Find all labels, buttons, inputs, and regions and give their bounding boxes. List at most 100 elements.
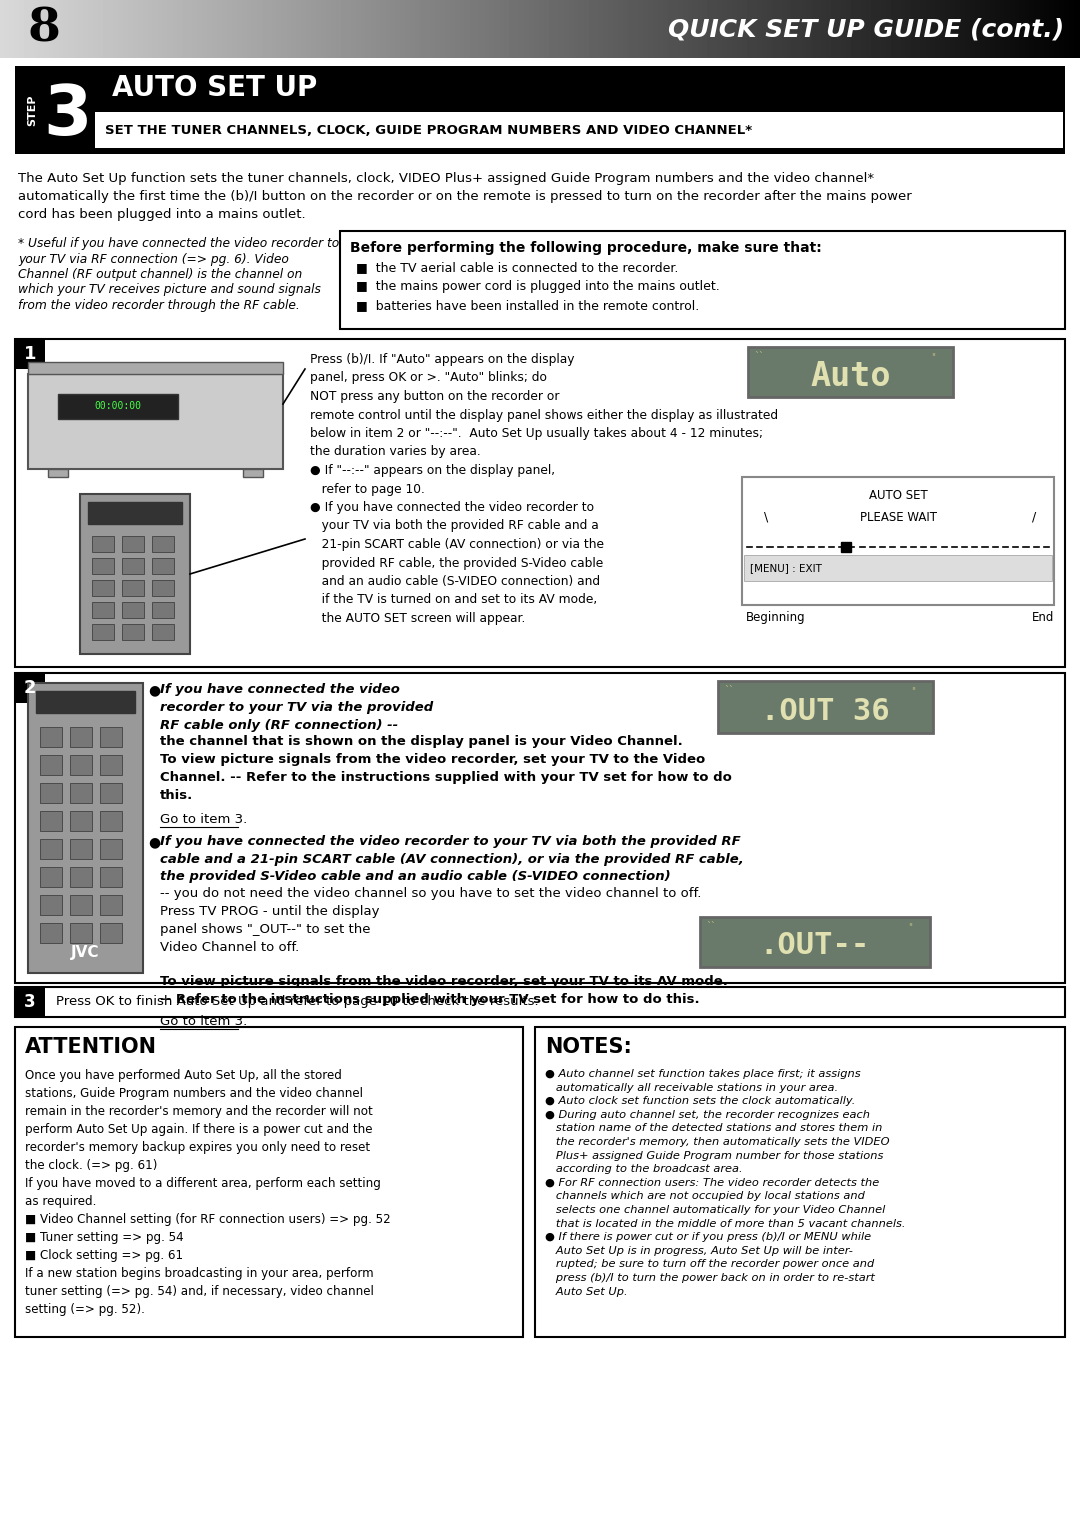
- Text: -- you do not need the video channel so you have to set the video channel to off: -- you do not need the video channel so …: [160, 887, 701, 954]
- Text: '': '': [908, 922, 913, 932]
- Bar: [15, 987, 1065, 1016]
- Bar: [152, 536, 174, 552]
- Bar: [152, 601, 174, 618]
- Text: Press (b)/I. If "Auto" appears on the display
panel, press OK or >. "Auto" blink: Press (b)/I. If "Auto" appears on the di…: [310, 353, 778, 626]
- Text: ``: ``: [754, 353, 764, 362]
- Bar: [15, 1027, 523, 1337]
- Bar: [744, 555, 1052, 581]
- Text: Channel (RF output channel) is the channel on: Channel (RF output channel) is the chann…: [18, 269, 302, 281]
- Bar: [535, 1027, 1065, 1337]
- Bar: [80, 494, 190, 655]
- Bar: [70, 726, 92, 748]
- Bar: [100, 896, 122, 916]
- Bar: [100, 810, 122, 832]
- Bar: [40, 783, 62, 803]
- Text: ■  batteries have been installed in the remote control.: ■ batteries have been installed in the r…: [356, 299, 699, 311]
- Bar: [15, 339, 45, 369]
- Bar: [15, 66, 1065, 154]
- Text: .OUT 36: .OUT 36: [761, 696, 890, 725]
- Text: '': '': [912, 687, 916, 696]
- Text: 3: 3: [44, 82, 92, 150]
- Text: Once you have performed Auto Set Up, all the stored
stations, Guide Program numb: Once you have performed Auto Set Up, all…: [25, 1070, 391, 1315]
- Bar: [92, 624, 114, 639]
- Text: ``: ``: [724, 687, 733, 696]
- Text: STEP: STEP: [27, 95, 37, 125]
- Bar: [40, 810, 62, 832]
- Text: '': '': [931, 353, 936, 362]
- Bar: [100, 783, 122, 803]
- Bar: [748, 346, 953, 397]
- Bar: [15, 673, 1065, 983]
- Bar: [28, 374, 283, 468]
- Text: /: /: [1032, 511, 1036, 523]
- Bar: [92, 601, 114, 618]
- Text: * Useful if you have connected the video recorder to: * Useful if you have connected the video…: [18, 237, 339, 250]
- Bar: [70, 839, 92, 859]
- Bar: [700, 917, 930, 967]
- Text: Go to item 3.: Go to item 3.: [160, 813, 247, 826]
- Text: 00:00:00: 00:00:00: [95, 401, 141, 410]
- Bar: [92, 536, 114, 552]
- Text: End: End: [1031, 610, 1054, 624]
- Bar: [92, 559, 114, 574]
- Bar: [40, 726, 62, 748]
- Bar: [58, 394, 178, 420]
- Bar: [152, 559, 174, 574]
- Text: AUTO SET UP: AUTO SET UP: [112, 73, 318, 102]
- Text: 8: 8: [28, 6, 60, 52]
- Text: the channel that is shown on the display panel is your Video Channel.
To view pi: the channel that is shown on the display…: [160, 736, 732, 803]
- Text: Beginning: Beginning: [746, 610, 806, 624]
- Bar: [100, 923, 122, 943]
- Text: JVC: JVC: [71, 946, 99, 960]
- Bar: [70, 810, 92, 832]
- Text: ■  the mains power cord is plugged into the mains outlet.: ■ the mains power cord is plugged into t…: [356, 279, 719, 293]
- Text: Go to item 3.: Go to item 3.: [160, 1015, 247, 1029]
- Text: Press OK to finish Auto Set Up and refer to page 10 to check the results.: Press OK to finish Auto Set Up and refer…: [56, 995, 539, 1009]
- Text: If you have connected the video
recorder to your TV via the provided
RF cable on: If you have connected the video recorder…: [160, 684, 433, 732]
- Bar: [122, 580, 144, 597]
- Text: The Auto Set Up function sets the tuner channels, clock, VIDEO Plus+ assigned Gu: The Auto Set Up function sets the tuner …: [18, 172, 912, 221]
- Bar: [100, 839, 122, 859]
- Text: ●: ●: [148, 684, 160, 697]
- Text: ● Auto channel set function takes place first; it assigns
   automatically all r: ● Auto channel set function takes place …: [545, 1070, 905, 1297]
- Bar: [122, 559, 144, 574]
- Text: ●: ●: [148, 835, 160, 848]
- Text: 2: 2: [24, 679, 37, 697]
- Bar: [36, 691, 135, 713]
- Text: ATTENTION: ATTENTION: [25, 1038, 157, 1058]
- Bar: [100, 726, 122, 748]
- Bar: [70, 867, 92, 887]
- Bar: [28, 362, 283, 374]
- Bar: [718, 681, 933, 732]
- Text: ``: ``: [706, 922, 716, 932]
- Bar: [70, 783, 92, 803]
- Bar: [87, 502, 183, 523]
- Text: If you have connected the video recorder to your TV via both the provided RF
cab: If you have connected the video recorder…: [160, 835, 744, 884]
- Text: \: \: [764, 511, 768, 523]
- Bar: [40, 923, 62, 943]
- Bar: [40, 755, 62, 775]
- Text: .OUT--: .OUT--: [760, 931, 870, 960]
- Bar: [243, 468, 264, 478]
- Text: 3: 3: [24, 993, 36, 1012]
- Bar: [122, 601, 144, 618]
- Text: AUTO SET: AUTO SET: [868, 488, 928, 502]
- Bar: [70, 896, 92, 916]
- Bar: [95, 111, 1063, 148]
- Bar: [40, 839, 62, 859]
- Bar: [100, 755, 122, 775]
- Bar: [152, 624, 174, 639]
- Text: SET THE TUNER CHANNELS, CLOCK, GUIDE PROGRAM NUMBERS AND VIDEO CHANNEL*: SET THE TUNER CHANNELS, CLOCK, GUIDE PRO…: [105, 124, 752, 136]
- Bar: [100, 867, 122, 887]
- Bar: [340, 230, 1065, 330]
- Bar: [15, 339, 1065, 667]
- Text: which your TV receives picture and sound signals: which your TV receives picture and sound…: [18, 284, 321, 296]
- Bar: [92, 580, 114, 597]
- Bar: [742, 478, 1054, 604]
- Text: To view picture signals from the video recorder, set your TV to its AV mode.
-- : To view picture signals from the video r…: [160, 975, 728, 1006]
- Bar: [15, 673, 45, 703]
- Text: [MENU] : EXIT: [MENU] : EXIT: [750, 563, 822, 572]
- Bar: [122, 536, 144, 552]
- Bar: [28, 684, 143, 974]
- Bar: [122, 624, 144, 639]
